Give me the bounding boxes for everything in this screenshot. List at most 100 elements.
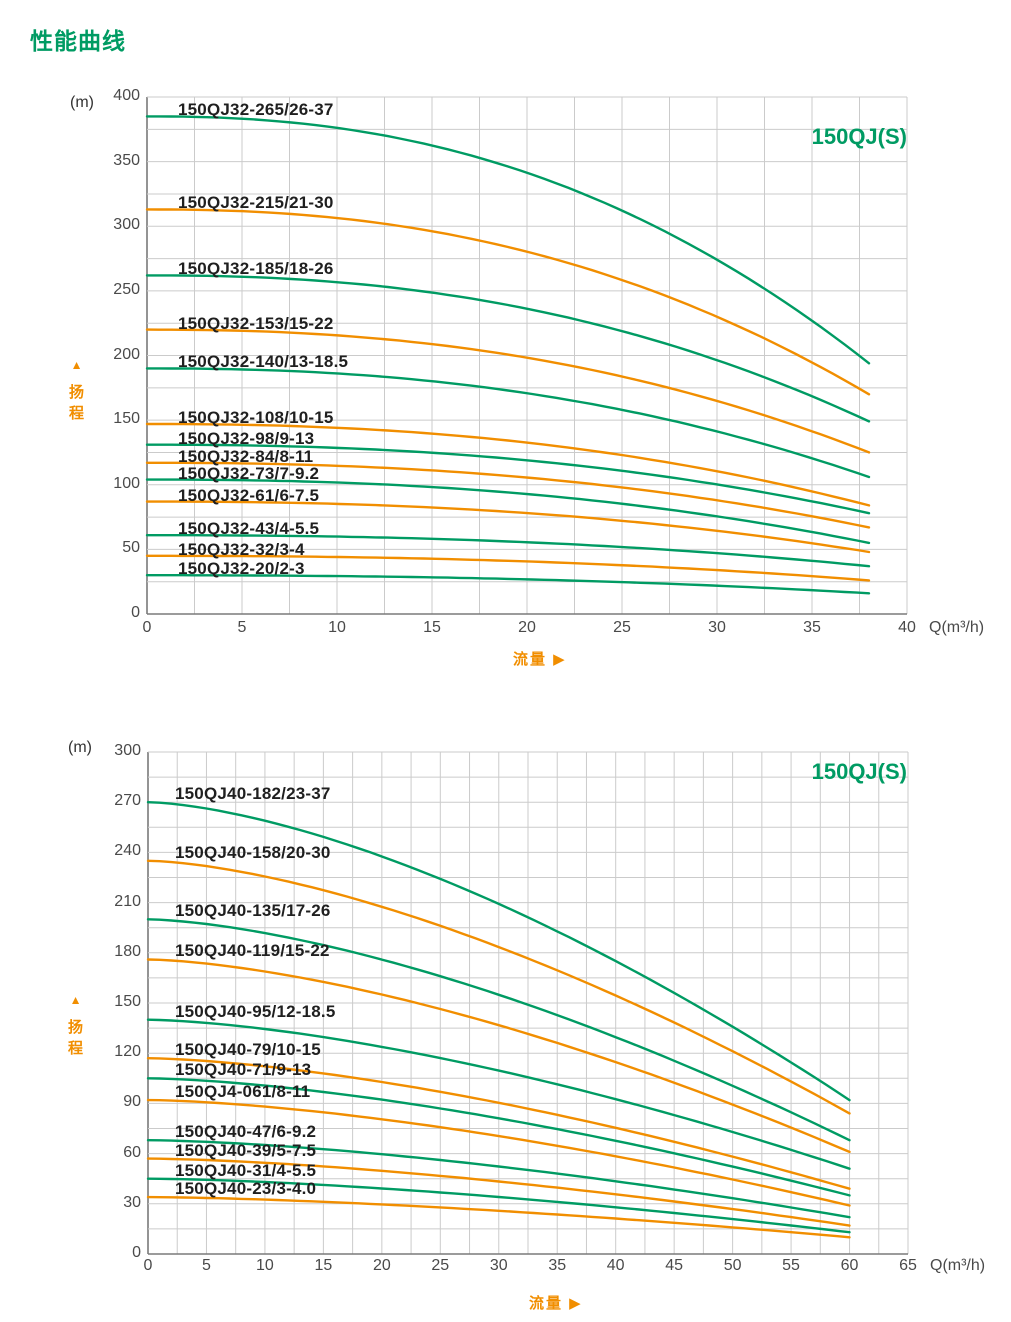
head-axis-label: ▲ 扬程 bbox=[68, 990, 83, 1059]
curve-150QJ40-95/12-18.5 bbox=[146, 1018, 851, 1170]
chart-series-title: 150QJ(S) bbox=[811, 124, 907, 149]
y-tick-label: 50 bbox=[122, 539, 140, 557]
x-tick-label: 40 bbox=[606, 1257, 625, 1274]
flow-axis-label-text: 流量 bbox=[529, 1295, 570, 1312]
curve-150QJ40-79/10-15 bbox=[146, 1057, 851, 1190]
curve-label: 150QJ40-95/12-18.5 bbox=[175, 1001, 336, 1021]
curve-label: 150QJ40-135/17-26 bbox=[175, 901, 331, 921]
x-tick-label: 60 bbox=[840, 1257, 859, 1274]
y-tick-label: 0 bbox=[132, 1244, 141, 1261]
curve-label: 150QJ32-185/18-26 bbox=[178, 259, 334, 279]
y-tick-label: 30 bbox=[123, 1193, 141, 1211]
y-tick-label: 300 bbox=[113, 216, 140, 234]
y-tick-label: 350 bbox=[113, 151, 140, 169]
curve-150QJ40-31/4-5.5 bbox=[146, 1177, 851, 1234]
triangle-right-icon: ▶ bbox=[553, 651, 567, 668]
head-axis-label-char: 程 bbox=[68, 1040, 84, 1057]
x-tick-label: 10 bbox=[328, 619, 346, 636]
curve-150QJ32-98/9-13 bbox=[145, 443, 871, 515]
curve-150QJ40-23/3-4.0 bbox=[146, 1195, 851, 1239]
y-tick-label: 400 bbox=[113, 87, 140, 104]
x-tick-label: 5 bbox=[237, 619, 247, 636]
y-tick-label: 90 bbox=[123, 1093, 141, 1111]
curve-150QJ40-158/20-30 bbox=[146, 859, 851, 1115]
x-tick-label: 40 bbox=[898, 619, 916, 636]
curve-150QJ40-71/9-13 bbox=[146, 1077, 851, 1197]
y-tick-label: 150 bbox=[114, 993, 141, 1010]
y-tick-label: 210 bbox=[114, 892, 141, 910]
page-title: 性能曲线 bbox=[30, 28, 126, 54]
y-tick-label: 250 bbox=[113, 280, 140, 298]
curve-label: 150QJ32-153/15-22 bbox=[178, 313, 334, 333]
flow-axis-label: 流量 ▶ bbox=[529, 1292, 583, 1313]
y-tick-label: 300 bbox=[114, 742, 141, 759]
x-tick-label: 55 bbox=[782, 1257, 800, 1274]
y-tick-label: 270 bbox=[114, 792, 141, 810]
curve-label: 150QJ32-265/26-37 bbox=[178, 100, 334, 120]
curve-label: 150QJ40-182/23-37 bbox=[175, 784, 331, 804]
x-tick-label: 25 bbox=[431, 1257, 450, 1274]
curve-150QJ32-108/10-15 bbox=[145, 422, 871, 507]
curve-label: 150QJ4-061/8-11 bbox=[175, 1082, 311, 1102]
curve-label: 150QJ40-39/5-7.5 bbox=[175, 1140, 317, 1160]
head-axis-label-char: 扬 bbox=[68, 1019, 84, 1036]
curve-150QJ40-135/17-26 bbox=[146, 918, 851, 1142]
y-tick-label: 150 bbox=[113, 410, 140, 428]
curve-label: 150QJ40-23/3-4.0 bbox=[175, 1179, 317, 1199]
curve-150QJ32-140/13-18.5 bbox=[145, 367, 871, 479]
y-axis-unit-label: (m) bbox=[70, 94, 94, 111]
curve-label: 150QJ32-61/6-7.5 bbox=[178, 485, 320, 505]
x-tick-label: 25 bbox=[613, 619, 631, 636]
triangle-up-icon: ▲ bbox=[70, 358, 83, 372]
curve-150QJ40-182/23-37 bbox=[146, 801, 851, 1102]
x-tick-label: 65 bbox=[899, 1257, 917, 1274]
x-tick-label: 15 bbox=[314, 1257, 333, 1274]
curve-label: 150QJ32-73/7-9.2 bbox=[178, 463, 320, 483]
curve-150QJ40-39/5-7.5 bbox=[146, 1157, 851, 1227]
curve-150QJ32-84/8-11 bbox=[145, 461, 871, 529]
triangle-right-icon: ▶ bbox=[569, 1295, 583, 1312]
x-tick-label: 5 bbox=[202, 1257, 211, 1274]
curve-label: 150QJ32-140/13-18.5 bbox=[178, 352, 349, 372]
curve-150QJ32-43/4-5.5 bbox=[145, 534, 871, 568]
curve-label: 150QJ32-32/3-4 bbox=[178, 539, 305, 559]
curve-150QJ4-061/8-11 bbox=[146, 1098, 851, 1207]
y-tick-label: 100 bbox=[113, 474, 140, 492]
y-tick-label: 180 bbox=[114, 942, 141, 960]
curve-label: 150QJ32-215/21-30 bbox=[178, 193, 334, 213]
x-tick-label: 20 bbox=[372, 1257, 391, 1274]
x-axis-unit-label: Q(m³/h) bbox=[929, 619, 985, 636]
x-tick-label: 30 bbox=[708, 619, 726, 636]
curve-150QJ32-32/3-4 bbox=[145, 554, 871, 582]
curve-150QJ32-215/21-30 bbox=[145, 208, 871, 396]
y-tick-label: 200 bbox=[113, 345, 140, 363]
head-axis-label-char: 扬 bbox=[69, 384, 85, 401]
x-axis-unit-label: Q(m³/h) bbox=[930, 1257, 986, 1274]
y-tick-label: 0 bbox=[131, 604, 140, 621]
x-tick-label: 45 bbox=[665, 1257, 684, 1274]
head-axis-label-char: 程 bbox=[69, 405, 85, 422]
y-tick-label: 120 bbox=[114, 1043, 141, 1061]
curve-150QJ40-119/15-22 bbox=[146, 958, 851, 1154]
curve-label: 150QJ40-79/10-15 bbox=[175, 1040, 321, 1060]
x-tick-label: 15 bbox=[423, 619, 441, 636]
curve-label: 150QJ32-20/2-3 bbox=[178, 559, 305, 579]
curve-label: 150QJ32-84/8-11 bbox=[178, 446, 314, 466]
curve-150QJ32-265/26-37 bbox=[145, 115, 871, 365]
curve-150QJ32-61/6-7.5 bbox=[145, 500, 871, 554]
curve-150QJ40-47/6-9.2 bbox=[146, 1139, 851, 1219]
x-tick-label: 30 bbox=[489, 1257, 508, 1274]
curve-label: 150QJ32-98/9-13 bbox=[178, 428, 315, 448]
head-axis-label: ▲ 扬程 bbox=[69, 355, 84, 424]
curve-label: 150QJ32-108/10-15 bbox=[178, 408, 334, 427]
curve-150QJ32-153/15-22 bbox=[145, 328, 871, 454]
x-tick-label: 50 bbox=[723, 1257, 742, 1274]
chart-series-title: 150QJ(S) bbox=[811, 759, 907, 784]
curve-label: 150QJ40-158/20-30 bbox=[175, 842, 331, 862]
x-tick-label: 20 bbox=[518, 619, 536, 636]
flow-axis-label-text: 流量 bbox=[513, 651, 554, 668]
